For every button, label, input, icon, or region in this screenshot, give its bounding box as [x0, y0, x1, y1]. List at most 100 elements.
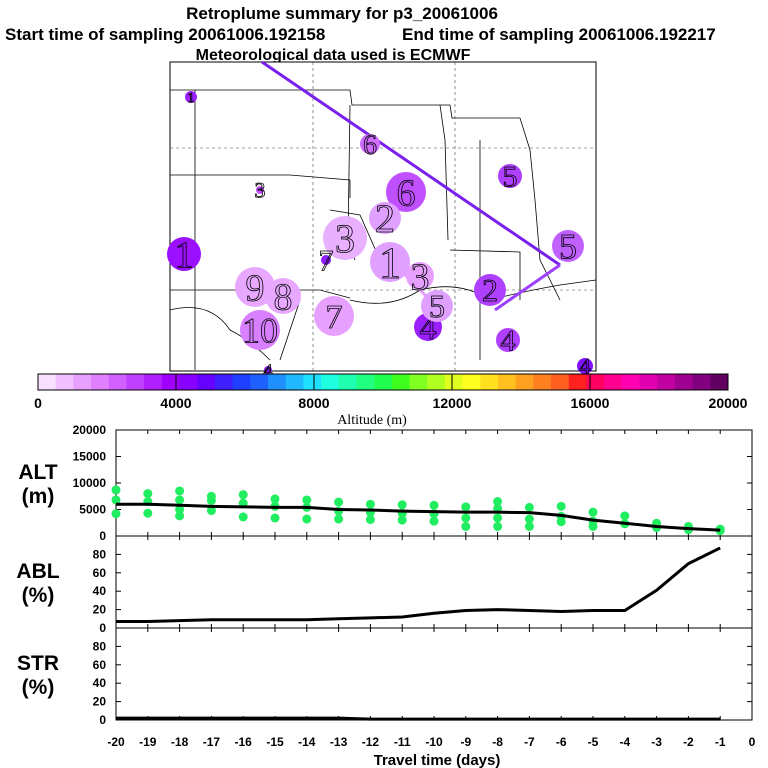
map-marker — [265, 278, 301, 314]
map-marker — [264, 366, 272, 374]
map-marker-label: 5 — [503, 161, 518, 194]
colorbar-cell — [197, 374, 216, 390]
map-marker — [370, 242, 410, 282]
sample-point — [143, 489, 153, 499]
map-marker-label: 9 — [246, 267, 265, 309]
sample-point — [270, 513, 280, 523]
map-marker — [235, 267, 275, 307]
map-marker — [421, 290, 453, 322]
colorbar-cell — [551, 374, 570, 390]
x-tick-label: -8 — [492, 735, 503, 749]
map-marker-label: 1 — [175, 234, 194, 276]
x-tick-label: -3 — [651, 735, 662, 749]
colorbar-cell — [214, 374, 234, 390]
x-tick-label: -5 — [588, 735, 599, 749]
sample-point — [461, 502, 471, 512]
sample-point — [238, 512, 248, 522]
y-tick-label: 80 — [93, 639, 107, 653]
y-tick-label: 80 — [93, 547, 107, 561]
x-tick-label: -15 — [266, 735, 284, 749]
colorbar-cell — [108, 374, 127, 390]
series-line — [116, 546, 721, 624]
map-marker-label: 2 — [375, 196, 395, 241]
series-line — [116, 502, 721, 532]
sample-point — [206, 506, 216, 516]
colorbar-cell — [710, 374, 729, 390]
y-axis-label: (m) — [22, 485, 55, 508]
colorbar-cell — [480, 374, 499, 390]
map-marker — [256, 186, 264, 194]
sample-point — [206, 495, 216, 505]
x-tick-labels: -20 -19 -18 -17 -16 -15 -14 -13 -12 -11 -10 -9 -8 -7-… — [107, 735, 755, 749]
figure-title: Retroplume summary for p3_20061006 — [186, 4, 498, 23]
map-marker-label: 6 — [363, 130, 377, 161]
panel-frame — [115, 627, 753, 721]
colorbar-cell — [586, 374, 605, 390]
colorbar-cell — [462, 374, 481, 390]
map-marker-label: 2 — [482, 272, 498, 308]
map-marker-label: 5 — [559, 227, 577, 267]
sample-point — [365, 499, 375, 509]
x-tick-label: -11 — [394, 735, 411, 749]
y-tick-label: 60 — [93, 658, 107, 672]
colorbar-cell — [409, 374, 428, 390]
y-tick-label: 0 — [99, 529, 106, 543]
x-tick-label: 0 — [749, 735, 756, 749]
colorbar-cell — [444, 374, 464, 390]
sample-point — [397, 500, 407, 510]
sample-point — [334, 497, 344, 507]
series-line — [116, 716, 721, 721]
x-axis-title: Travel time (days) — [374, 752, 501, 768]
map-marker — [386, 172, 426, 212]
x-tick-label: -9 — [460, 735, 471, 749]
y-axis-label: STR — [17, 652, 59, 675]
met-data-label: Meteorological data used is ECMWF — [196, 47, 471, 64]
colorbar-ticks: 0 4000 8000 12000 16000 20000 — [34, 374, 748, 411]
sample-point — [238, 490, 248, 500]
colorbar-label: Altitude (m) — [337, 413, 407, 428]
colorbar-cell — [73, 374, 92, 390]
x-tick-label: -13 — [330, 735, 348, 749]
x-tick-label: -7 — [524, 735, 535, 749]
x-tick-label: -18 — [171, 735, 189, 749]
panel-0: 0 5000 10000 15000 20000 ALT(m) — [18, 423, 753, 543]
x-tick-label: -6 — [556, 735, 567, 749]
y-tick-label: 20000 — [73, 423, 107, 437]
colorbar-cell — [250, 374, 269, 390]
sample-point — [270, 494, 280, 504]
colorbar-tick-label: 4000 — [160, 395, 191, 411]
map-marker-label: 4 — [501, 325, 516, 358]
map-marker — [314, 296, 354, 336]
colorbar-cell — [144, 374, 163, 390]
map-marker — [360, 134, 380, 154]
y-axis-label: ABL — [16, 560, 59, 583]
map-marker-label: 1 — [188, 91, 195, 106]
colorbar-tick-label: 8000 — [298, 395, 329, 411]
sample-point — [493, 521, 503, 531]
sample-point — [429, 516, 439, 526]
sample-point — [397, 515, 407, 525]
colorbar-cell — [568, 374, 587, 390]
colorbar-cell — [498, 374, 517, 390]
map-marker-label: 1 — [379, 238, 401, 287]
sample-point — [461, 521, 471, 531]
sample-point — [493, 497, 503, 507]
colorbar-cell — [515, 374, 534, 390]
sample-point — [524, 502, 534, 512]
x-tick-label: -17 — [203, 735, 221, 749]
map-marker — [185, 91, 197, 103]
sample-point — [588, 521, 598, 531]
y-tick-label: 40 — [93, 676, 107, 690]
altitude-colorbar: 0 4000 8000 12000 16000 20000 Altitude (m) — [34, 373, 748, 428]
colorbar-cell — [692, 374, 711, 390]
map-marker-label: 6 — [397, 172, 416, 214]
colorbar-cell — [338, 374, 357, 390]
map-marker-label: 4 — [580, 354, 591, 379]
sample-point — [524, 514, 534, 524]
transport-line — [261, 60, 561, 267]
colorbar-tick-label: 12000 — [433, 395, 472, 411]
colorbar-cell — [268, 374, 287, 390]
map-marker-label: 3 — [255, 178, 266, 203]
x-tick-label: -2 — [683, 735, 694, 749]
